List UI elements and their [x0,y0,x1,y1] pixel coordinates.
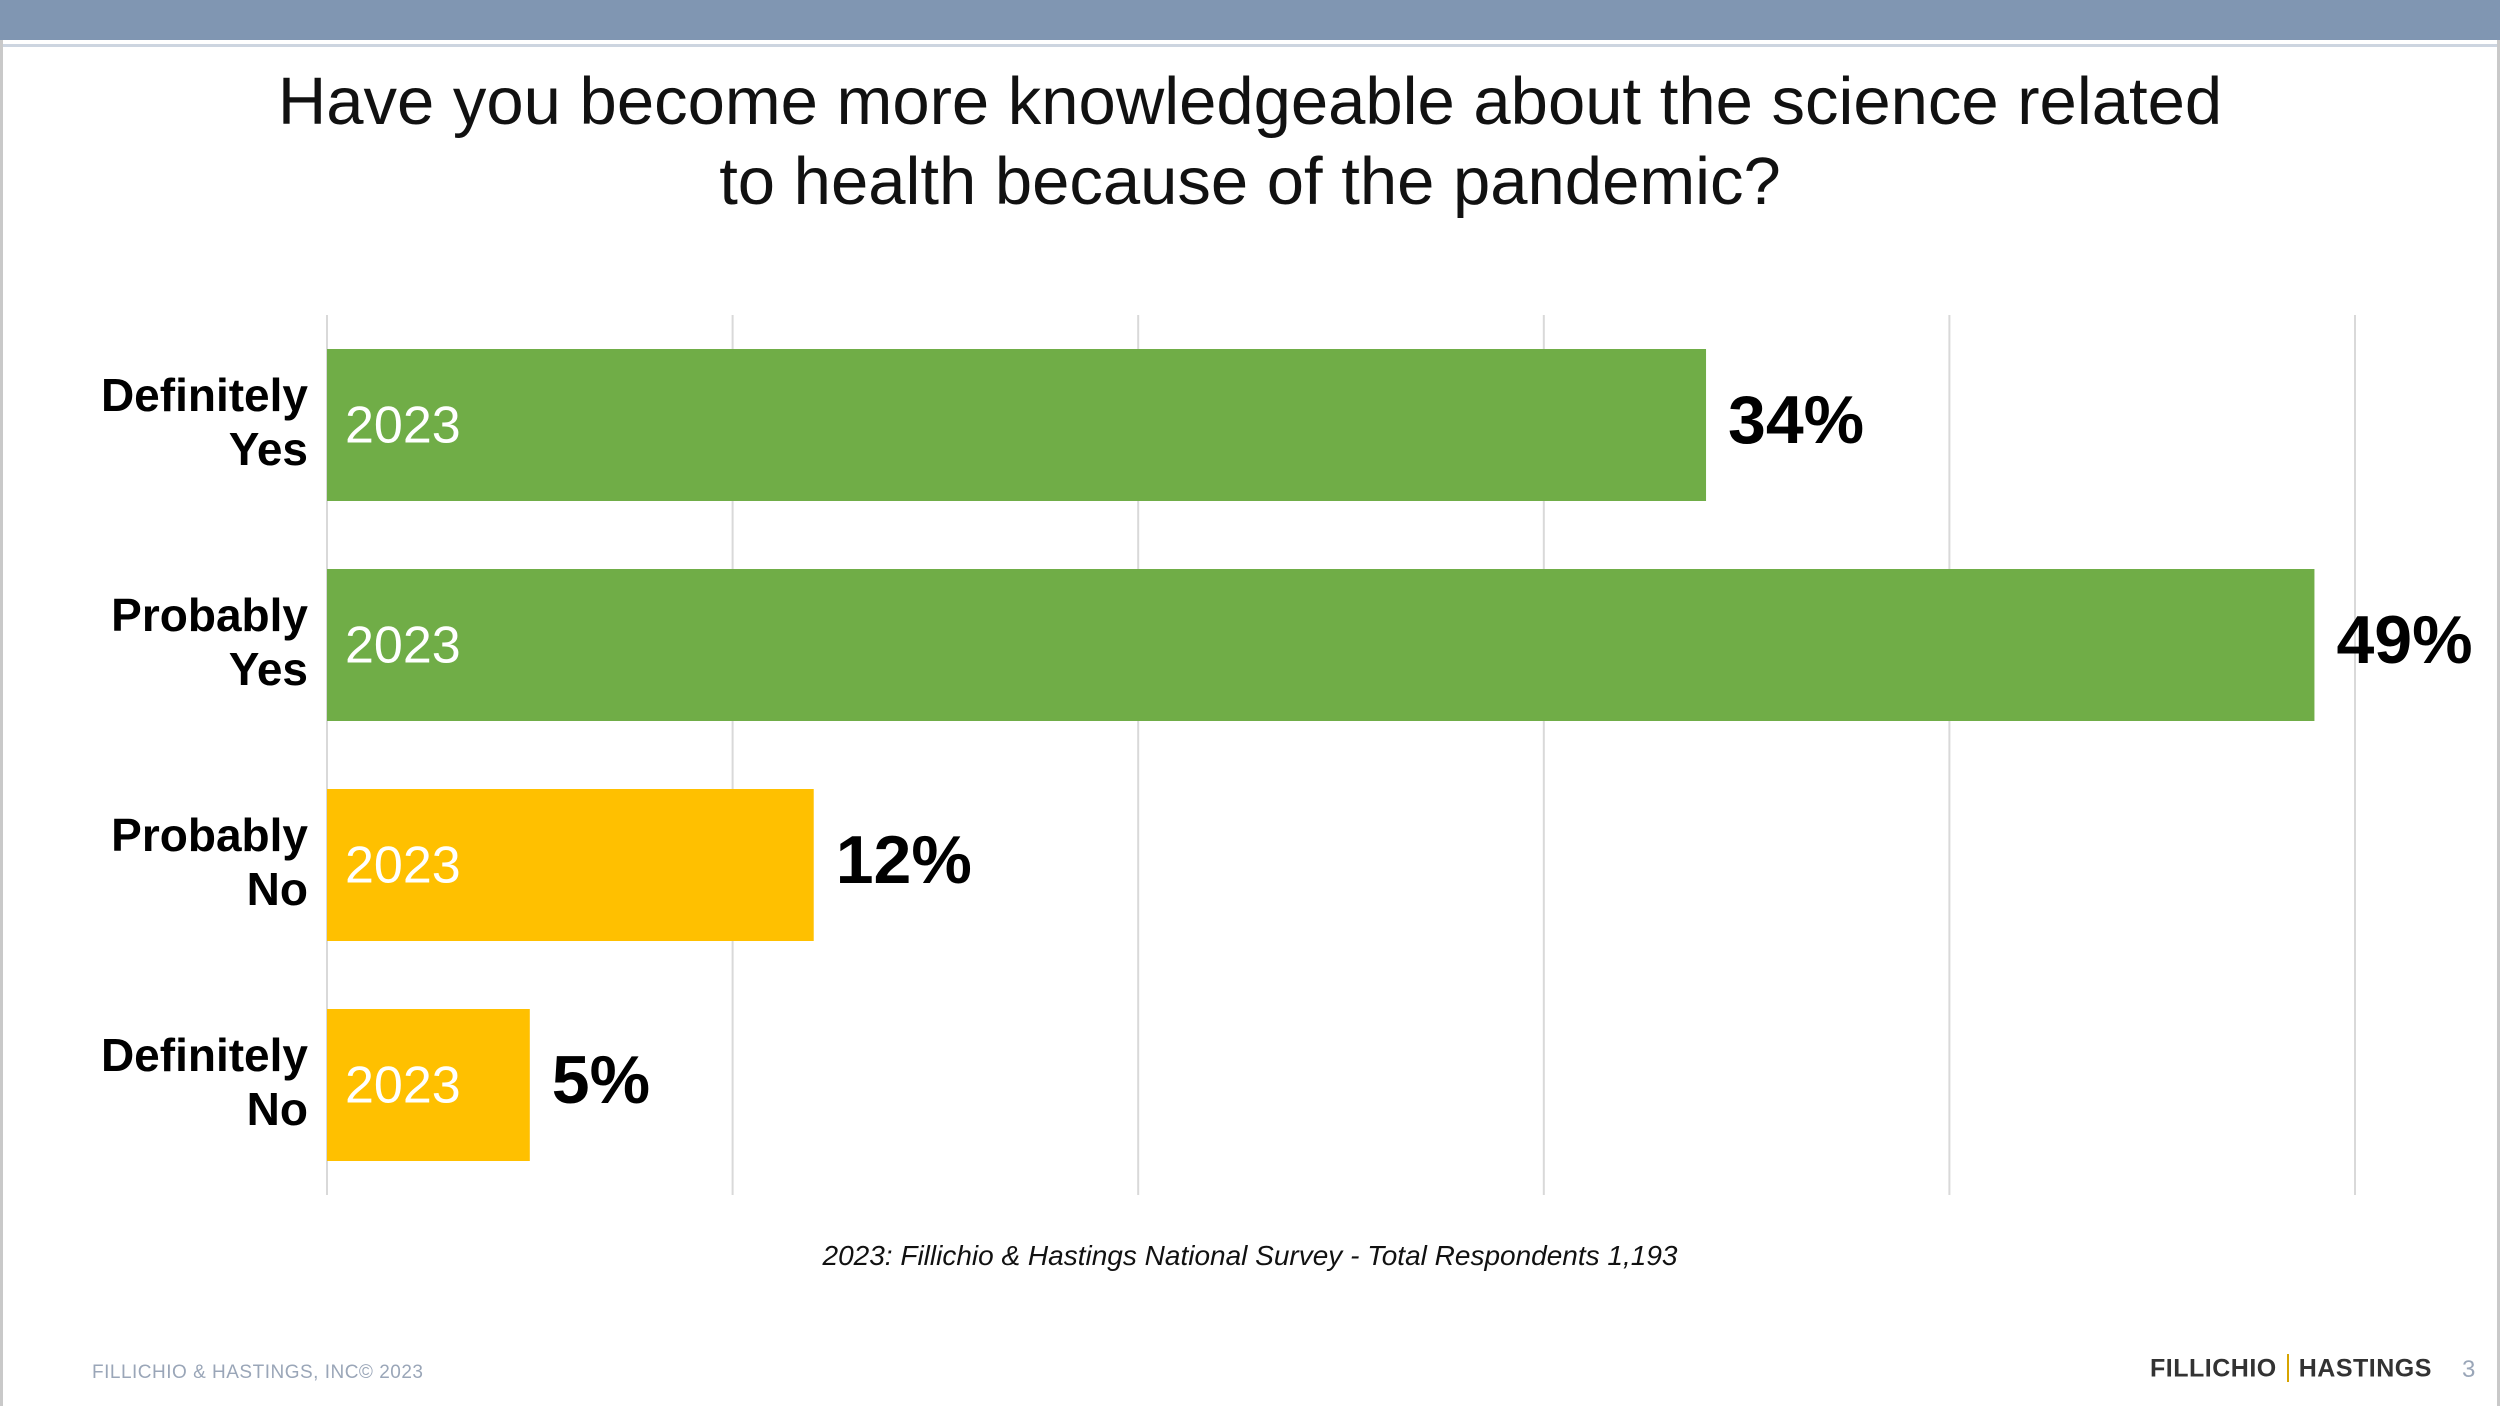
category-label: Probably [111,809,308,861]
logo-text-right: HASTINGS [2298,1354,2432,1383]
category-label: Yes [229,643,308,695]
logo-separator [2286,1354,2289,1382]
header-band [0,0,2500,40]
chart-title: Have you become more knowledgeable about… [140,62,2360,222]
chart-title-line-2: to health because of the pandemic? [719,144,1781,219]
data-label: 5% [552,1042,650,1118]
chart-title-line-1: Have you become more knowledgeable about… [277,64,2223,139]
slide-left-border [0,40,3,1406]
footer-copyright: FILLICHIO & HASTINGS, INC© 2023 [92,1362,424,1383]
logo-text-left: FILLICHIO [2150,1354,2277,1383]
bar-series-label: 2023 [345,617,461,675]
bar [327,569,2315,721]
page-number: 3 [2462,1356,2476,1383]
category-label: Definitely [101,1029,308,1081]
bar [327,1009,530,1161]
data-label: 34% [1728,382,1864,458]
category-label: No [247,1083,308,1135]
category-label: Definitely [101,369,308,421]
category-label: Yes [229,423,308,475]
header-divider [0,44,2500,47]
data-label: 12% [836,822,972,898]
bar [327,789,814,941]
slide-right-border [2497,40,2500,1406]
chart-source-note: 2023: Fillichio & Hastings National Surv… [822,1240,1678,1271]
bar [327,349,1707,501]
data-label: 49% [2336,602,2472,678]
company-logo: FILLICHIO HASTINGS [2150,1354,2432,1386]
category-label: No [247,863,308,915]
bar-series-label: 2023 [345,397,461,455]
bar-series-label: 2023 [345,1057,461,1115]
bar-series-label: 2023 [345,837,461,895]
category-label: Probably [111,589,308,641]
